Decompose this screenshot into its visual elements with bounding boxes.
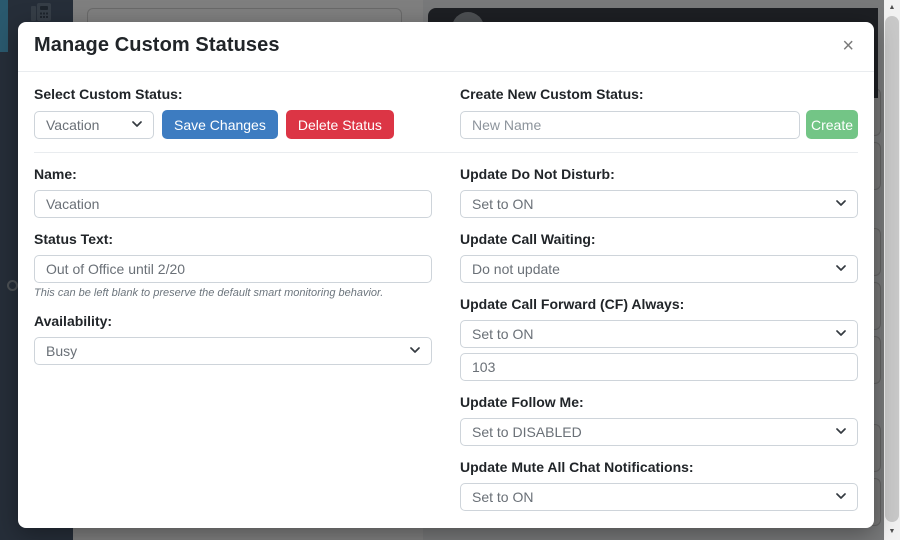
create-button[interactable]: Create xyxy=(806,110,858,139)
scrollbar-down-icon[interactable]: ▼ xyxy=(888,528,896,535)
chevron-down-icon xyxy=(132,120,142,127)
page-scrollbar[interactable]: ▲ ▼ xyxy=(884,0,900,540)
dnd-select-value: Set to ON xyxy=(472,196,534,212)
update-follow-me-label: Update Follow Me: xyxy=(460,394,584,410)
availability-select[interactable]: Busy xyxy=(34,337,432,365)
chevron-down-icon xyxy=(836,265,846,271)
chevron-down-icon xyxy=(836,493,846,499)
cf-always-select[interactable]: Set to ON xyxy=(460,320,858,348)
update-dnd-label: Update Do Not Disturb: xyxy=(460,166,615,182)
save-changes-button[interactable]: Save Changes xyxy=(162,110,278,139)
close-icon[interactable]: × xyxy=(838,34,858,58)
follow-me-select[interactable]: Set to DISABLED xyxy=(460,418,858,446)
call-waiting-select[interactable]: Do not update xyxy=(460,255,858,283)
update-cf-always-label: Update Call Forward (CF) Always: xyxy=(460,296,685,312)
scrollbar-thumb[interactable] xyxy=(885,16,899,522)
modal-title: Manage Custom Statuses xyxy=(34,34,280,56)
new-status-name-input[interactable] xyxy=(460,110,800,139)
status-text-help: This can be left blank to preserve the d… xyxy=(34,287,384,299)
modal-body: Select Custom Status: Vacation Save Chan… xyxy=(18,72,874,524)
update-mute-chat-label: Update Mute All Chat Notifications: xyxy=(460,459,694,475)
scrollbar-up-icon[interactable]: ▲ xyxy=(888,4,896,11)
select-custom-status-label: Select Custom Status: xyxy=(34,86,183,102)
section-divider xyxy=(34,152,858,153)
manage-custom-statuses-modal: Manage Custom Statuses × Select Custom S… xyxy=(18,22,874,528)
create-new-custom-status-label: Create New Custom Status: xyxy=(460,86,644,102)
name-label: Name: xyxy=(34,166,77,182)
availability-select-value: Busy xyxy=(46,343,78,359)
custom-status-select-value: Vacation xyxy=(46,116,100,133)
delete-status-button[interactable]: Delete Status xyxy=(285,110,394,139)
chevron-down-icon xyxy=(836,200,846,206)
status-text-label: Status Text: xyxy=(34,231,114,247)
mute-chat-select[interactable]: Set to ON xyxy=(460,483,858,511)
update-call-waiting-label: Update Call Waiting: xyxy=(460,231,596,247)
dnd-select[interactable]: Set to ON xyxy=(460,190,858,218)
cf-always-select-value: Set to ON xyxy=(472,326,534,342)
chevron-down-icon xyxy=(410,347,420,353)
availability-label: Availability: xyxy=(34,313,113,329)
modal-header: Manage Custom Statuses × xyxy=(18,22,874,72)
chevron-down-icon xyxy=(836,330,846,336)
custom-status-select[interactable]: Vacation xyxy=(34,110,154,139)
follow-me-select-value: Set to DISABLED xyxy=(472,424,582,440)
chevron-down-icon xyxy=(836,428,846,434)
name-input[interactable] xyxy=(34,190,432,218)
mute-chat-select-value: Set to ON xyxy=(472,489,534,505)
call-waiting-select-value: Do not update xyxy=(472,261,560,277)
cf-number-input[interactable] xyxy=(460,353,858,381)
status-text-input[interactable] xyxy=(34,255,432,283)
